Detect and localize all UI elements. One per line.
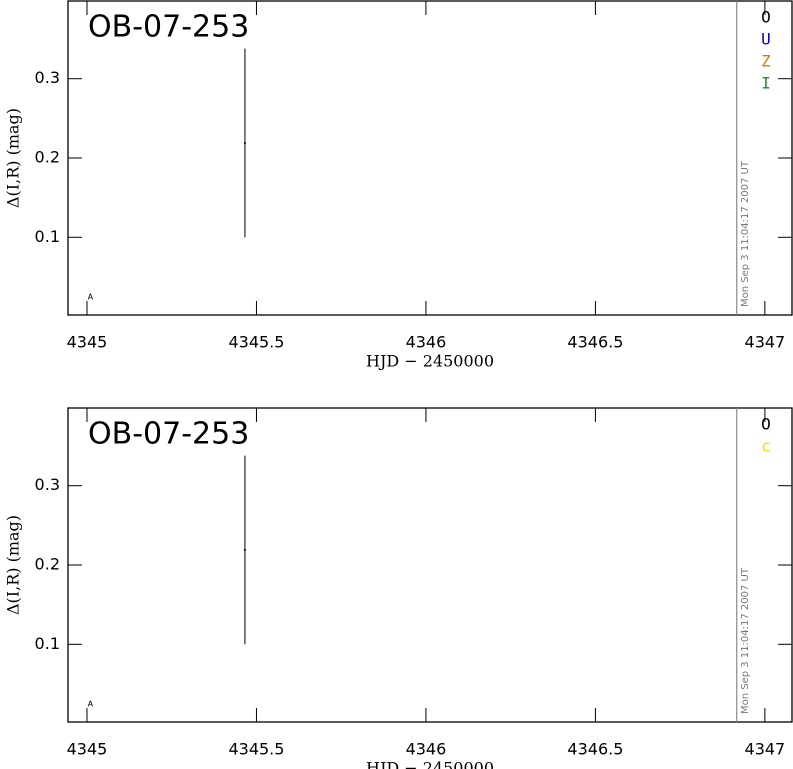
plot-frame: [67, 407, 793, 723]
x-tick-label: 4346.5: [567, 333, 623, 352]
legend-entry: O: [761, 415, 771, 434]
x-axis-label: HJD − 2450000: [366, 352, 494, 371]
x-tick-label: 4347: [745, 740, 786, 759]
point-label: A: [88, 292, 94, 301]
y-tick-label: 0.2: [35, 148, 60, 167]
chart-title: OB-07-253: [88, 10, 249, 45]
legend-entry: c: [761, 437, 771, 456]
legend-entry: O: [761, 8, 771, 27]
x-tick-label: 4345: [67, 740, 108, 759]
x-tick-label: 4345: [67, 333, 108, 352]
y-axis-label: Δ(I,R) (mag): [4, 515, 23, 615]
legend-entry: I: [761, 74, 771, 93]
date-label: Mon Sep 3 11:04:17 2007 UT: [740, 160, 751, 307]
panel: 4345 4345.5 4346 4346.5 4347 0.1 0.2 0.3 HJD − 2…: [4, 407, 793, 769]
x-tick-label: 4347: [745, 333, 786, 352]
x-tick-label: 4346: [406, 740, 447, 759]
y-axis-label: Δ(I,R) (mag): [4, 108, 23, 208]
chart-title: OB-07-253: [88, 417, 249, 452]
legend-entry: Z: [761, 52, 771, 71]
x-axis-label: HJD − 2450000: [366, 759, 494, 769]
x-tick-label: 4345.5: [228, 740, 284, 759]
y-tick-label: 0.3: [35, 475, 60, 494]
x-tick-label: 4345.5: [228, 333, 284, 352]
y-tick-label: 0.1: [35, 634, 60, 653]
y-tick-label: 0.1: [35, 227, 60, 246]
x-tick-label: 4346: [406, 333, 447, 352]
plot-frame: [67, 0, 793, 316]
date-label: Mon Sep 3 11:04:17 2007 UT: [740, 567, 751, 714]
point-label: A: [88, 699, 94, 708]
legend-entry: U: [761, 30, 771, 49]
panel: 4345 4345.5 4346 4346.5 4347 0.1 0.2 0.3 HJD − 2…: [4, 0, 793, 371]
y-tick-label: 0.2: [35, 555, 60, 574]
y-tick-label: 0.3: [35, 68, 60, 87]
x-tick-label: 4346.5: [567, 740, 623, 759]
